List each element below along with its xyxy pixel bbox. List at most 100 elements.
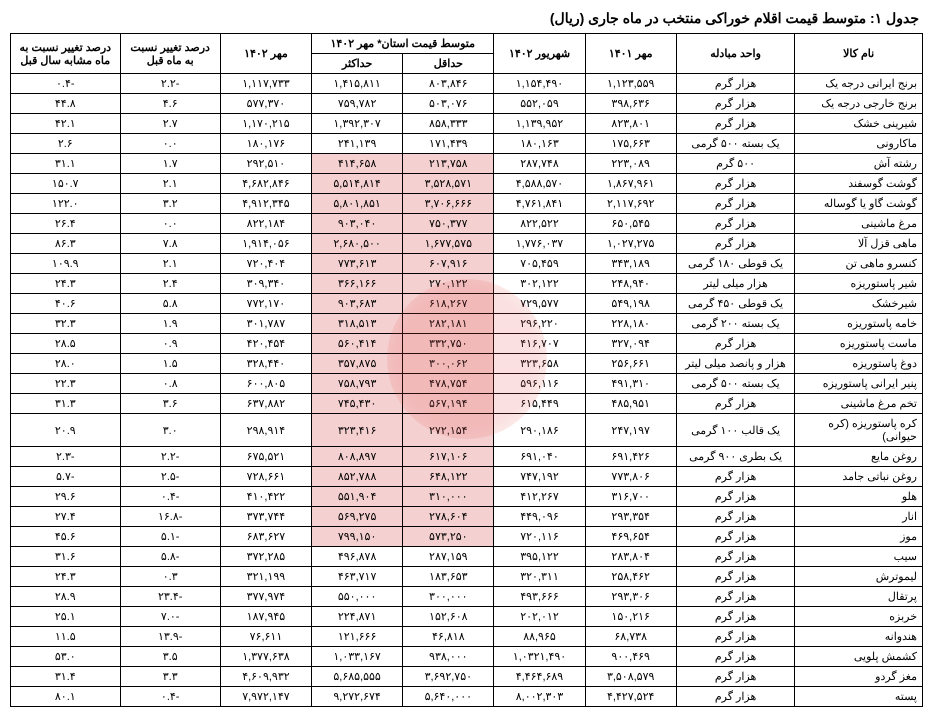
table-cell: ۸۲۲,۱۸۴ (220, 214, 311, 234)
table-cell: یک قوطی ۱۸۰ گرمی (676, 254, 795, 274)
table-row: سیبهزار گرم۲۸۳,۸۰۴۳۹۵,۱۲۲۲۸۷,۱۵۹۴۹۶,۸۷۸۳… (11, 547, 923, 567)
table-row: کره پاستوریزه (کره حیوانی)یک قالب ۱۰۰ گر… (11, 414, 923, 447)
table-cell: ۶۸۳,۶۲۷ (220, 527, 311, 547)
table-cell: مغز گردو (795, 667, 923, 687)
table-cell: ۴۹۳,۶۶۶ (494, 587, 585, 607)
table-cell: ۱۵۰.۷ (11, 174, 121, 194)
table-cell: ۵,۶۴۰,۰۰۰ (403, 687, 494, 707)
table-cell: ۵۹۶,۱۱۶ (494, 374, 585, 394)
table-cell: ۵.۸ (120, 294, 220, 314)
table-cell: ۳۲.۳ (11, 314, 121, 334)
table-cell: ۳۱.۶ (11, 547, 121, 567)
table-cell: ۴۷۸,۷۵۴ (403, 374, 494, 394)
table-cell: ۱۷۵,۶۶۳ (585, 134, 676, 154)
table-cell: ۳۶۶,۱۶۶ (312, 274, 403, 294)
table-cell: ۳۷۳,۷۴۴ (220, 507, 311, 527)
table-cell: یک بطری ۹۰۰ گرمی (676, 447, 795, 467)
table-cell: ۲۷۲,۱۵۴ (403, 414, 494, 447)
table-cell: ۴,۷۶۱,۸۴۱ (494, 194, 585, 214)
table-cell: هزار گرم (676, 214, 795, 234)
table-cell: ۴۴۹,۰۹۶ (494, 507, 585, 527)
table-cell: ۹۰۳,۰۴۰ (312, 214, 403, 234)
table-cell: ۷.۸ (120, 234, 220, 254)
table-cell: ۲۹۲,۵۱۰ (220, 154, 311, 174)
table-cell: ۶۱۷,۱۰۶ (403, 447, 494, 467)
table-cell: -۲۳.۴ (120, 587, 220, 607)
table-cell: موز (795, 527, 923, 547)
th-unit: واحد مبادله (676, 34, 795, 74)
table-cell: ماهی قزل آلا (795, 234, 923, 254)
th-change-year: درصد تغییر نسبت به ماه مشابه سال قبل (11, 34, 121, 74)
table-cell: ماکارونی (795, 134, 923, 154)
table-cell: هزار گرم (676, 567, 795, 587)
table-cell: ۳.۳ (120, 667, 220, 687)
table-cell: ۷۲۰,۴۰۴ (220, 254, 311, 274)
table-cell: ۶۳۷,۸۸۲ (220, 394, 311, 414)
table-row: لیموترشهزار گرم۲۵۸,۴۶۲۳۲۰,۳۱۱۱۸۳,۶۵۳۴۶۳,… (11, 567, 923, 587)
th-mehr1401: مهر ۱۴۰۱ (585, 34, 676, 74)
table-cell: ۳۲۷,۰۹۴ (585, 334, 676, 354)
table-cell: ۳۲۳,۶۵۸ (494, 354, 585, 374)
th-max: حداکثر (312, 54, 403, 74)
table-cell: ۵۶۹,۲۷۵ (312, 507, 403, 527)
table-cell: ۸۲۳,۸۰۱ (585, 114, 676, 134)
table-cell: یک بسته ۵۰۰ گرمی (676, 134, 795, 154)
table-cell: ۳.۰ (120, 414, 220, 447)
table-row: پرتقالهزار گرم۲۹۳,۳۰۶۴۹۳,۶۶۶۳۰۰,۰۰۰۵۵۰,۰… (11, 587, 923, 607)
table-cell: ۶۹۱,۰۴۰ (494, 447, 585, 467)
table-cell: ۳۱.۱ (11, 154, 121, 174)
table-cell: یک قالب ۱۰۰ گرمی (676, 414, 795, 447)
table-cell: ۲۹۳,۳۰۶ (585, 587, 676, 607)
table-cell: ۴۲۰,۴۵۴ (220, 334, 311, 354)
table-row: پستههزار گرم۴,۴۲۷,۵۲۴۸,۰۰۲,۳۰۳۵,۶۴۰,۰۰۰۹… (11, 687, 923, 707)
table-cell: -۰.۴ (120, 487, 220, 507)
table-cell: ۱۸۰,۱۶۳ (494, 134, 585, 154)
table-cell: -۷.۰ (120, 607, 220, 627)
table-cell: هزار گرم (676, 547, 795, 567)
table-cell: ۳۰۰,۰۶۲ (403, 354, 494, 374)
table-cell: ۶۵۰,۵۴۵ (585, 214, 676, 234)
table-cell: ۲۷.۴ (11, 507, 121, 527)
table-cell: ۲۸۷,۷۴۸ (494, 154, 585, 174)
table-cell: خربزه (795, 607, 923, 627)
table-row: خربزههزار گرم۱۵۰,۲۱۶۲۰۲,۰۱۲۱۵۲,۶۰۸۲۲۴,۸۷… (11, 607, 923, 627)
table-cell: ۳۱.۳ (11, 394, 121, 414)
table-cell: ۶۴۸,۱۲۲ (403, 467, 494, 487)
table-cell: ۲۰.۹ (11, 414, 121, 447)
table-row: روغن نباتی جامدهزار گرم۷۷۳,۸۰۶۷۴۷,۱۹۲۶۴۸… (11, 467, 923, 487)
table-cell: ۸,۰۰۲,۳۰۳ (494, 687, 585, 707)
table-cell: ۲۹۶,۲۲۰ (494, 314, 585, 334)
table-row: روغن مایعیک بطری ۹۰۰ گرمی۶۹۱,۴۲۶۶۹۱,۰۴۰۶… (11, 447, 923, 467)
table-cell: کنسرو ماهی تن (795, 254, 923, 274)
table-row: رشته آش۵۰۰ گرم۲۲۳,۰۸۹۲۸۷,۷۴۸۲۱۳,۷۵۸۴۱۴,۶… (11, 154, 923, 174)
table-cell: ۹۰۳,۶۸۳ (312, 294, 403, 314)
table-cell: ۱,۳۹۲,۳۰۷ (312, 114, 403, 134)
table-cell: ۵۷۳,۲۵۰ (403, 527, 494, 547)
table-row: شیر پاستوریزههزار میلی لیتر۲۴۸,۹۴۰۳۰۲,۱۲… (11, 274, 923, 294)
table-cell: ۲۴۱,۱۳۹ (312, 134, 403, 154)
table-cell: ۲۸۲,۱۸۱ (403, 314, 494, 334)
table-cell: ۳۱۸,۵۱۳ (312, 314, 403, 334)
table-cell: ۳۹۸,۶۳۶ (585, 94, 676, 114)
table-cell: ۳,۵۰۸,۵۷۹ (585, 667, 676, 687)
table-cell: هزار گرم (676, 94, 795, 114)
table-cell: ۶۰۷,۹۱۶ (403, 254, 494, 274)
table-cell: ۲۲۸,۱۸۰ (585, 314, 676, 334)
table-row: شیرینی خشکهزار گرم۸۲۳,۸۰۱۱,۱۳۹,۹۵۲۸۵۸,۳۳… (11, 114, 923, 134)
table-cell: سیب (795, 547, 923, 567)
table-cell: هزار گرم (676, 627, 795, 647)
th-mehr1402: مهر ۱۴۰۲ (220, 34, 311, 74)
table-cell: شیرینی خشک (795, 114, 923, 134)
table-row: خامه پاستوریزهیک بسته ۲۰۰ گرمی۲۲۸,۱۸۰۲۹۶… (11, 314, 923, 334)
table-cell: شیر پاستوریزه (795, 274, 923, 294)
table-cell: ۳۱۰,۰۰۰ (403, 487, 494, 507)
table-cell: گوشت گوسفند (795, 174, 923, 194)
table-cell: ۴۱۰,۴۲۲ (220, 487, 311, 507)
table-cell: ۲,۱۱۷,۶۹۲ (585, 194, 676, 214)
table-cell: ۳۲۳,۴۱۶ (312, 414, 403, 447)
table-cell: یک بسته ۵۰۰ گرمی (676, 374, 795, 394)
table-cell: -۲.۲ (120, 74, 220, 94)
table-cell: -۲.۲ (120, 447, 220, 467)
table-cell: ۵۰۰ گرم (676, 154, 795, 174)
table-cell: ۴۵.۶ (11, 527, 121, 547)
